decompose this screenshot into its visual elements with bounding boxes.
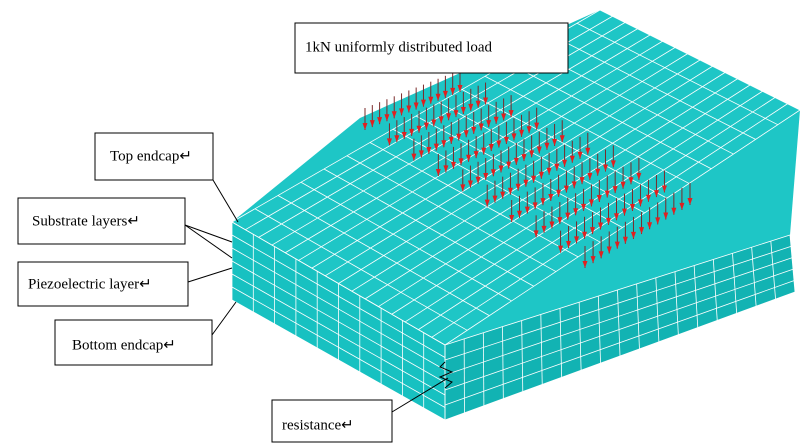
diagram: 1kN uniformly distributed load Top endca…	[0, 0, 806, 443]
piezo-label: Piezoelectric layer↵	[28, 276, 152, 292]
bottom-endcap-label: Bottom endcap↵	[72, 337, 176, 353]
load-label: 1kN uniformly distributed load	[305, 39, 493, 55]
leader	[185, 225, 232, 258]
leader	[212, 302, 236, 335]
substrate-label: Substrate layers↵	[32, 213, 140, 229]
leader	[185, 225, 232, 242]
mesh-line	[483, 333, 484, 406]
resistance-label: resistance↵	[282, 417, 354, 433]
leader	[188, 268, 232, 282]
leader	[213, 180, 238, 222]
top-endcap-label: Top endcap↵	[110, 148, 192, 164]
